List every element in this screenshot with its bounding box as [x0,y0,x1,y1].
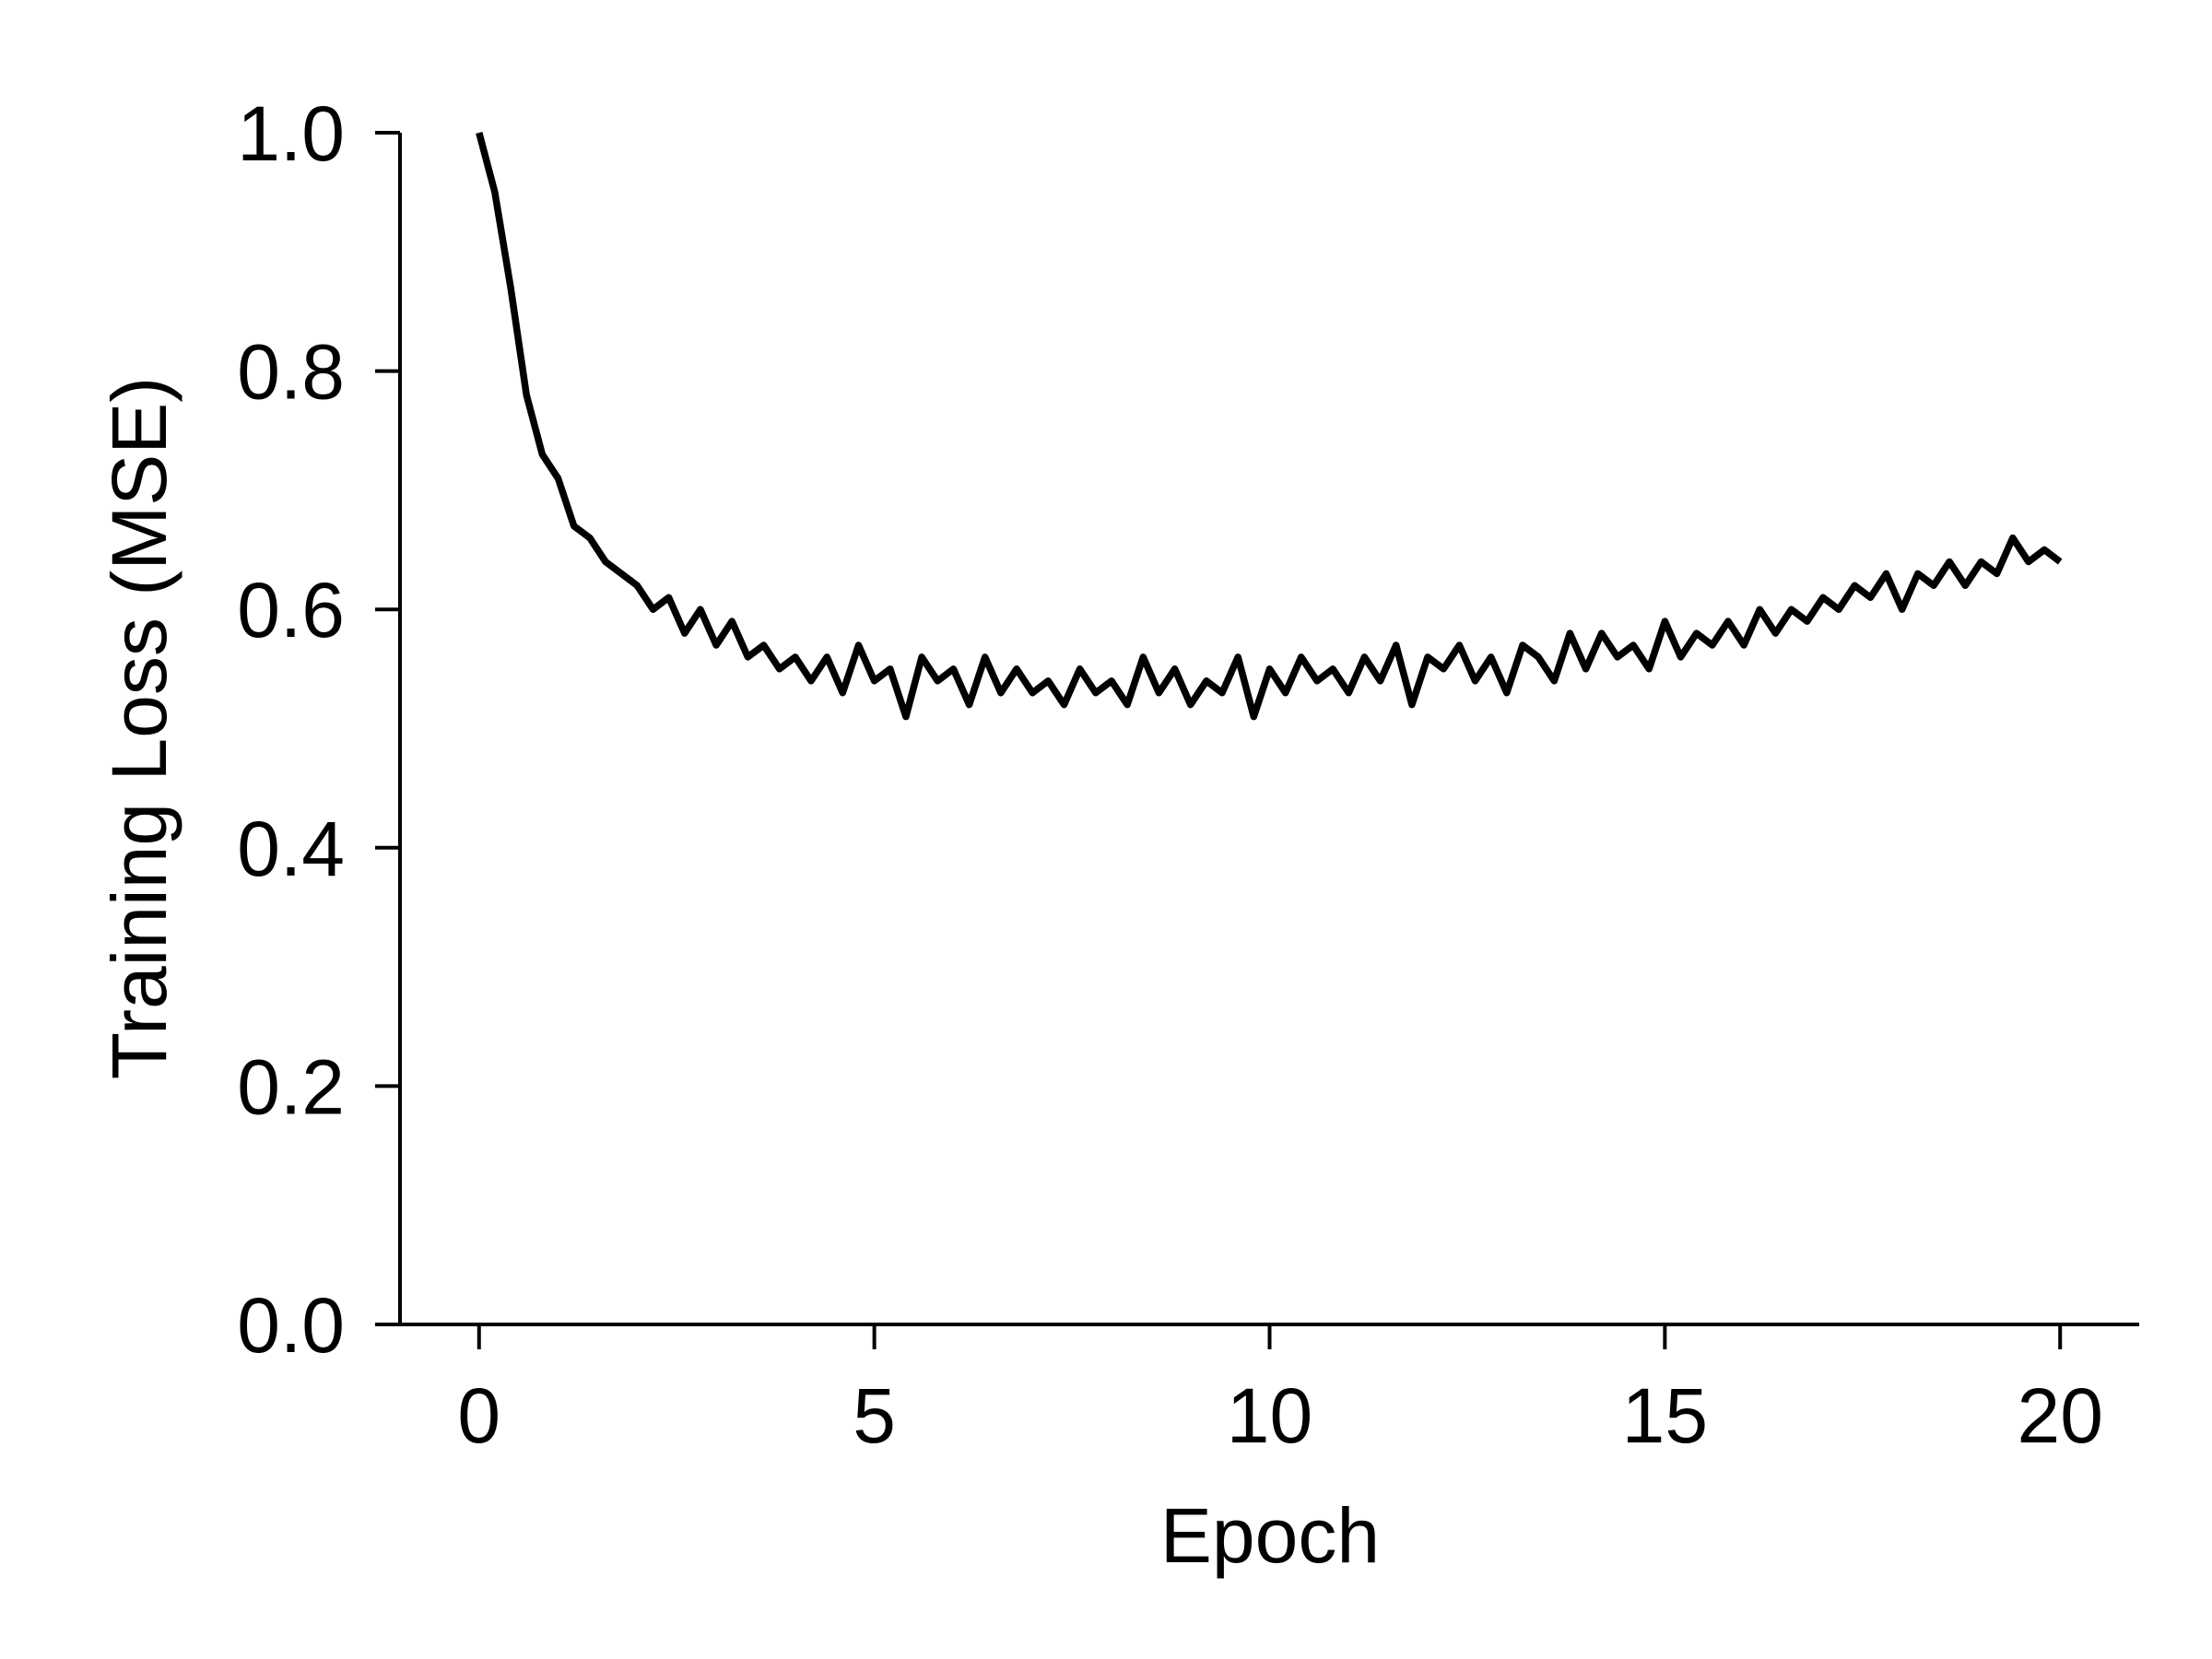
x-axis-label: Epoch [1160,1492,1380,1579]
y-tick-label: 0.2 [237,1043,345,1130]
loss-line [476,132,2063,721]
y-tick-label: 0.4 [237,806,345,892]
y-tick-label: 1.0 [237,90,345,177]
y-tick-label: 0.0 [237,1282,345,1369]
y-tick-label: 0.6 [237,567,345,653]
x-tick-label: 15 [1622,1372,1708,1459]
y-tick-label: 0.8 [237,329,345,416]
y-axis-label: Training Loss (MSE) [96,377,182,1079]
x-tick-label: 20 [2018,1372,2103,1459]
x-tick-label: 10 [1227,1372,1312,1459]
x-tick-label: 5 [853,1372,896,1459]
x-tick-label: 0 [457,1372,500,1459]
